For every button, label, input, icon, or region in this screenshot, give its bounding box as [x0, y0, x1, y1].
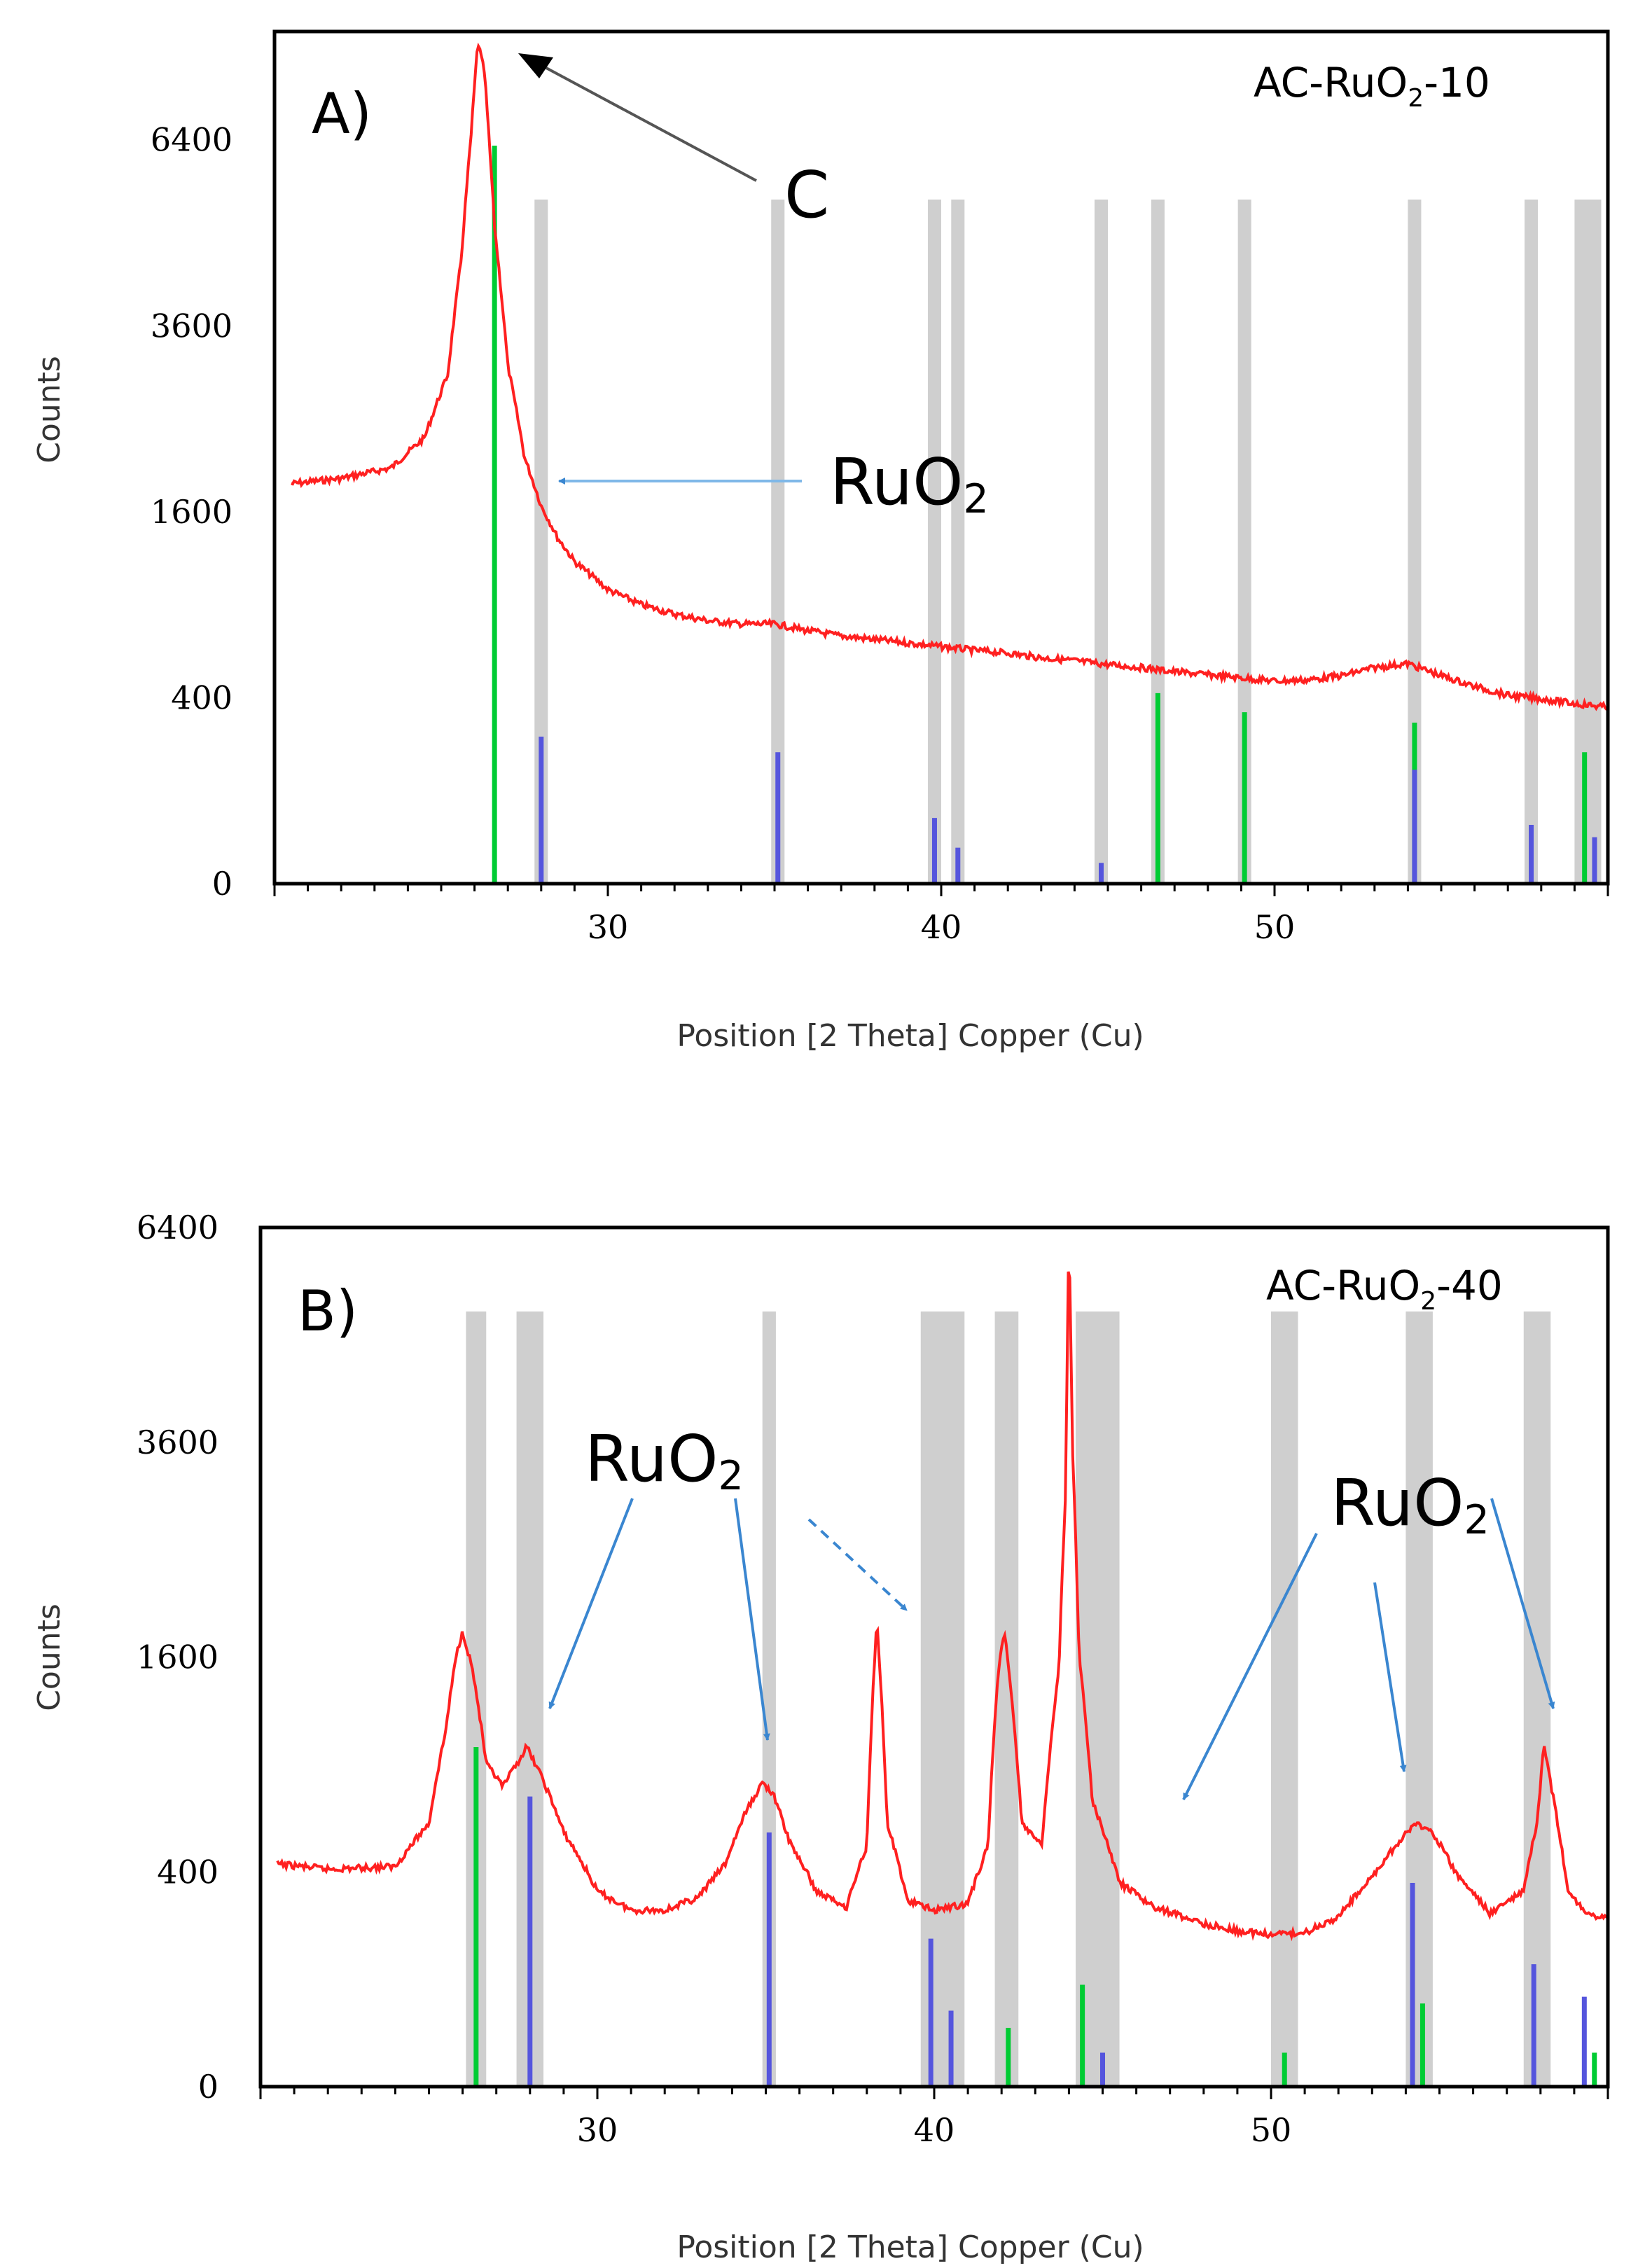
panel-a-shaded-band-5 [1151, 200, 1165, 884]
panel-a-x-ticks [273, 884, 1609, 896]
panel-a-x-axis-title: Position [2 Theta] Copper (Cu) [676, 1018, 1144, 1054]
panel-b-y-tick-label-0: 0 [198, 2068, 218, 2106]
panel-b-y-tick-label-6400: 6400 [137, 1209, 218, 1246]
panel-a-y-tick-label-0: 0 [212, 865, 232, 903]
panel-b-label: B) [298, 1279, 358, 1344]
panel-a-shaded-band-2 [927, 200, 941, 884]
panel-b-shaded-band-4 [994, 1312, 1019, 2087]
panel-a-ruo2-label: RuO2 [830, 445, 989, 522]
panel-a-shaded-band-7 [1408, 200, 1422, 884]
panel-a-shaded-band-8 [1525, 200, 1539, 884]
panel-b-y-tick-labels: 0 400 1600 3600 6400 [137, 1209, 218, 2106]
panel-b-shaded-band-8 [1523, 1312, 1551, 2087]
panel-a-shaded-band-9 [1574, 200, 1602, 884]
panel-b-xrd-pattern-line [276, 1271, 1609, 1942]
panel-b-x-tick-label-50: 50 [1251, 2111, 1292, 2149]
panel-b-ruo2-label-right: RuO2 [1331, 1466, 1490, 1543]
panel-b-chart: 0 400 1600 3600 6400 30 40 50 B) AC-RuO2-40 Ru… [32, 1209, 1610, 2265]
panel-a-y-tick-label-400: 400 [171, 679, 232, 716]
panel-b-shaded-band-3 [920, 1312, 965, 2087]
panel-a-shaded-band-6 [1237, 200, 1251, 884]
panel-b-y-tick-label-3600: 3600 [137, 1424, 218, 1461]
panel-a-c-arrowhead [518, 53, 553, 78]
panel-b-arrow-39 [807, 1518, 908, 1612]
panel-b-ruo2-label-left: RuO2 [585, 1421, 744, 1499]
panel-b-reference-sticks [473, 1746, 1597, 2087]
panel-b-arrow-28 [548, 1498, 634, 1709]
panel-b-y-tick-label-1600: 1600 [137, 1639, 218, 1676]
panel-a-sample-name: AC-RuO2-10 [1254, 59, 1490, 113]
panel-a-xrd-pattern-line [291, 42, 1609, 711]
panel-a-c-label: C [784, 158, 829, 232]
panel-b-y-tick-label-400: 400 [157, 1853, 218, 1891]
panel-a-reference-sticks [492, 146, 1597, 884]
panel-a-x-tick-label-50: 50 [1254, 908, 1296, 946]
panel-b-arrow-58 [1490, 1498, 1555, 1709]
panel-b-arrow-54 [1373, 1582, 1407, 1772]
panel-b-shaded-band-5 [1076, 1312, 1120, 2087]
panel-a-x-tick-label-30: 30 [588, 908, 629, 946]
panel-b-arrow-35 [734, 1498, 770, 1741]
panel-b-shaded-bands [466, 1312, 1551, 2087]
panel-b-sample-name: AC-RuO2-40 [1266, 1262, 1503, 1316]
panel-b-y-axis-title: Counts [32, 1603, 67, 1711]
panel-a-shaded-band-4 [1094, 200, 1108, 884]
panel-b-x-tick-label-40: 40 [914, 2111, 955, 2149]
panel-a-x-tick-labels: 30 40 50 [588, 908, 1296, 946]
panel-b-shaded-band-2 [762, 1312, 776, 2087]
panel-a-shaded-bands [534, 200, 1602, 884]
panel-b-x-axis-title: Position [2 Theta] Copper (Cu) [676, 2229, 1144, 2265]
panel-b-shaded-band-6 [1271, 1312, 1298, 2087]
panel-b-x-ticks [259, 2087, 1609, 2099]
panel-a-y-tick-labels: 0 400 1600 3600 6400 [151, 121, 232, 903]
panel-b-shaded-band-7 [1406, 1312, 1433, 2087]
panel-a-y-tick-label-1600: 1600 [151, 493, 232, 531]
panel-b-arrow-47 [1182, 1533, 1318, 1800]
panel-b-x-tick-labels: 30 40 50 [577, 2111, 1292, 2149]
panel-a-shaded-band-0 [534, 200, 548, 884]
panel-a-shaded-band-1 [771, 200, 785, 884]
panel-a-y-axis-title: Counts [32, 356, 67, 464]
panel-a-y-tick-label-3600: 3600 [151, 307, 232, 345]
panel-a-c-arrow [526, 56, 757, 182]
panel-a-shaded-band-3 [951, 200, 965, 884]
panel-b-x-tick-label-30: 30 [577, 2111, 618, 2149]
panel-a-label: A) [312, 81, 372, 146]
panel-a-y-tick-label-6400: 6400 [151, 121, 232, 159]
panel-a-x-tick-label-40: 40 [921, 908, 962, 946]
